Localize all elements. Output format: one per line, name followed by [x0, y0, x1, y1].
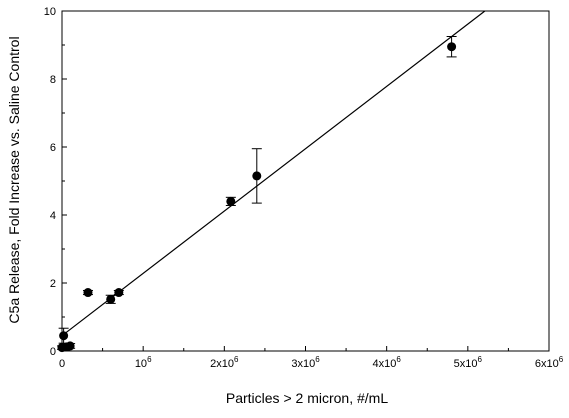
y-tick-label: 10	[44, 6, 56, 18]
regression-line	[61, 10, 486, 337]
x-axis-title: Particles > 2 micron, #/mL	[226, 390, 388, 406]
data-point	[83, 288, 93, 298]
error-bars	[57, 36, 457, 350]
data-point	[226, 196, 236, 206]
fit-line-group	[61, 10, 486, 337]
y-tick-label: 0	[50, 346, 56, 358]
data-point	[65, 341, 75, 351]
plot-frame	[61, 10, 550, 352]
x-tick-labels: 0 106 2x106 3x106 4x106 5x106 6x106	[59, 355, 564, 370]
y-tick-label: 6	[50, 142, 56, 154]
x-tick-label: 3x106	[291, 355, 320, 370]
x-tick-label: 4x106	[373, 355, 402, 370]
x-tick-label: 0	[59, 358, 65, 370]
data-points	[57, 42, 457, 353]
data-point	[252, 171, 262, 181]
axes	[61, 10, 550, 352]
data-point	[59, 331, 69, 341]
y-axis-title: C5a Release, Fold Increase vs. Saline Co…	[6, 36, 22, 323]
data-point	[447, 42, 457, 52]
x-tick-label: 6x106	[535, 355, 564, 370]
y-tick-label: 8	[50, 74, 56, 86]
x-tick-label: 2x106	[210, 355, 239, 370]
data-point	[114, 288, 124, 298]
x-tick-label: 106	[135, 355, 152, 370]
y-tick-label: 2	[50, 278, 56, 290]
x-tick-label: 5x106	[454, 355, 483, 370]
y-tick-label: 4	[50, 210, 56, 222]
y-tick-labels: 0 2 4 6 8 10	[44, 6, 56, 358]
data-point	[106, 294, 116, 304]
